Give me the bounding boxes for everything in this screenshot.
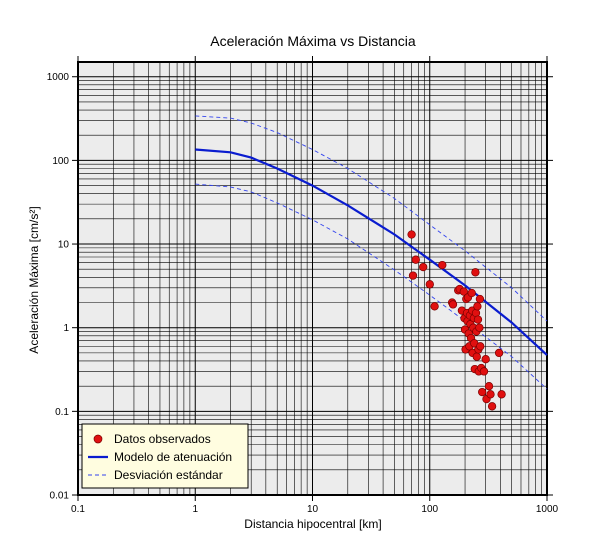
data-point bbox=[438, 260, 447, 270]
data-point bbox=[494, 348, 504, 358]
legend-marker-observed bbox=[93, 434, 103, 444]
data-point bbox=[479, 367, 489, 376]
data-point bbox=[448, 300, 458, 309]
data-point bbox=[407, 230, 416, 239]
plot-frame bbox=[77, 61, 548, 496]
chart-title: Aceleración Máxima vs Distancia bbox=[210, 33, 416, 49]
legend-box bbox=[81, 423, 249, 489]
data-point bbox=[459, 287, 468, 296]
data-point bbox=[484, 382, 494, 391]
data-point bbox=[473, 315, 483, 324]
legend-label: Desviación estándar bbox=[114, 468, 223, 482]
x-tick-label: 1 bbox=[192, 504, 198, 515]
y-tick-label: 0.01 bbox=[50, 491, 70, 502]
legend-label: Modelo de atenuación bbox=[114, 450, 232, 464]
y-tick-label: 1 bbox=[63, 323, 69, 334]
data-point bbox=[430, 302, 439, 311]
data-point bbox=[473, 302, 482, 311]
legend: Datos observados Modelo de atenuación Desv… bbox=[81, 423, 249, 489]
x-axis-label: Distancia hipocentral [km] bbox=[244, 517, 381, 531]
data-point bbox=[475, 294, 485, 304]
y-tick-label: 0.1 bbox=[55, 407, 69, 418]
data-point bbox=[497, 390, 506, 399]
y-axis-label: Aceleración Máxima [cm/s²] bbox=[27, 206, 41, 353]
data-point bbox=[419, 262, 428, 272]
x-tick-label: 100 bbox=[421, 504, 438, 515]
std-deviation-line bbox=[195, 115, 548, 322]
data-point bbox=[411, 255, 420, 264]
data-point bbox=[472, 352, 481, 361]
data-point bbox=[478, 387, 487, 397]
grid bbox=[77, 62, 547, 496]
y-tick-label: 100 bbox=[52, 156, 69, 167]
data-point bbox=[481, 355, 490, 364]
legend-label: Datos observados bbox=[114, 432, 211, 446]
data-point bbox=[425, 280, 434, 289]
x-tick-label: 0.1 bbox=[71, 504, 85, 515]
data-point bbox=[486, 390, 495, 399]
x-tick-label: 10 bbox=[307, 504, 319, 515]
y-tick-label: 1000 bbox=[47, 72, 70, 83]
std-deviation-line bbox=[195, 183, 548, 390]
data-point bbox=[476, 342, 485, 351]
data-point bbox=[408, 271, 418, 280]
data-point bbox=[471, 268, 480, 277]
x-tick-label: 1000 bbox=[536, 504, 559, 515]
data-point bbox=[467, 288, 476, 298]
data-point bbox=[475, 323, 484, 332]
data-point bbox=[487, 402, 497, 411]
y-tick-label: 10 bbox=[58, 240, 70, 251]
